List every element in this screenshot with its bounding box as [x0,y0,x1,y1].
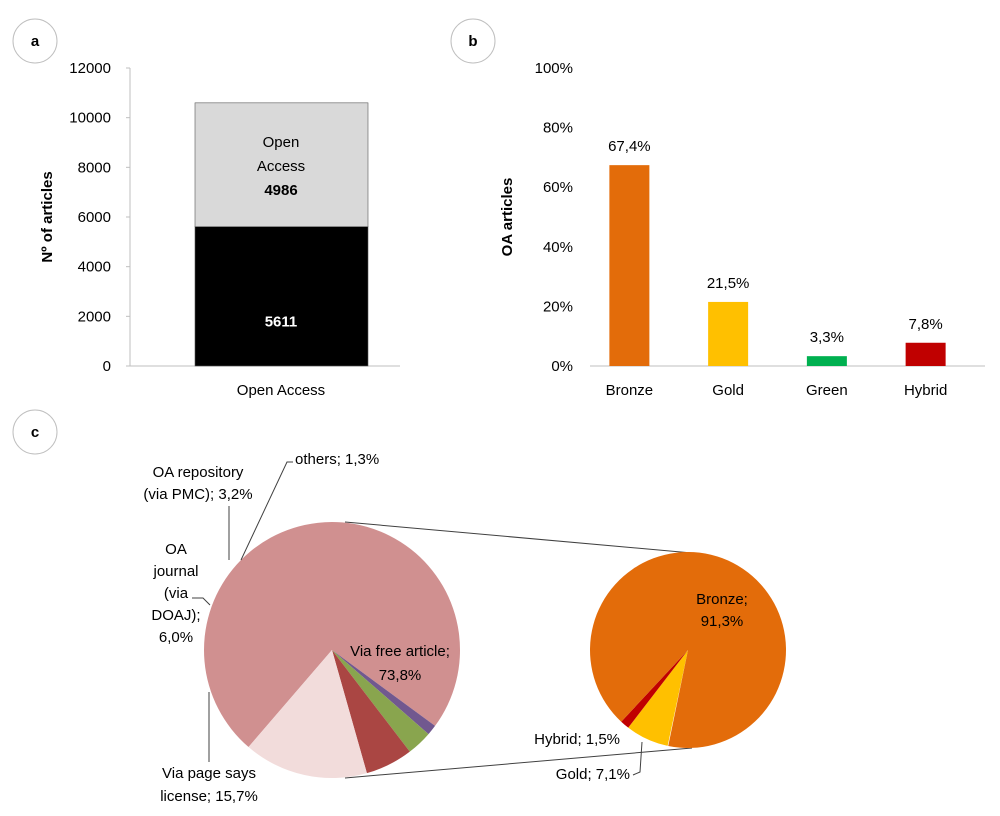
pie-slice-main [332,650,429,752]
bar-segment-label-a: Open [263,134,300,151]
pie-label-gold: Gold; 7,1% [556,766,630,783]
data-label-b: 67,4% [608,138,651,155]
bar-b [905,342,946,366]
data-label-b: 3,3% [810,329,844,346]
bar-segment-label-a: analysed [251,289,311,306]
pie-label-page-says: license; 15,7% [160,788,258,805]
pie-slice-secondary [621,650,688,728]
pie-label-repo: (via PMC); 3,2% [143,486,252,503]
panel-badge-c: c [12,409,58,455]
y-tick-label-a: 0 [103,358,111,375]
y-tick-label-a: 2000 [78,308,111,325]
y-tick-label-b: 40% [543,239,573,256]
pie-label-doaj: 6,0% [159,629,193,646]
y-tick-label-a: 4000 [78,259,111,276]
pie-slice-main [332,650,410,774]
bar-segment-label-a: Total [265,265,297,282]
y-tick-label-a: 6000 [78,209,111,226]
y-tick-label-b: 60% [543,179,573,196]
pie-label-doaj: journal [152,563,198,580]
pie-label-free-article: 73,8% [379,667,422,684]
leader-line-gold [632,741,643,776]
pie-label-free-article: Via free article; [350,643,450,660]
pie-label-bronze: Bronze; [696,591,748,608]
panel-label-b: b [468,33,477,50]
pie-slice-main [248,650,367,778]
connector-line-bottom [344,747,693,779]
bar-b [806,356,847,366]
y-tick-label-a: 12000 [69,60,111,77]
x-tick-label-b: Bronze [606,382,654,399]
bar-segment-a [194,226,369,367]
bar-segment-label-a: Access [257,158,305,175]
pie-slice-secondary [590,552,786,748]
y-tick-label-b: 100% [535,60,573,77]
bar-segment-a [194,102,369,227]
connector-line-top [344,521,693,554]
chart-b: OA articles 0% 20% 40% 60% 80% 100% 67,4% Bronz… [499,60,985,399]
panel-label-c: c [31,424,39,441]
y-tick-label-a: 8000 [78,159,111,176]
leader-line-others [240,461,293,561]
bar-b [708,301,749,366]
leader-line-doaj [192,597,211,606]
data-label-b: 7,8% [909,316,943,333]
y-axis-label-a: Nº of articles [39,171,56,262]
pie-label-doaj: (via [164,585,189,602]
y-tick-label-a: 10000 [69,110,111,127]
data-label-b: 21,5% [707,275,750,292]
y-tick-label-b: 0% [551,358,573,375]
pie-label-page-says: Via page says [162,765,256,782]
pie-label-doaj: OA [165,541,187,558]
x-tick-label-b: Hybrid [904,382,947,399]
pie-label-bronze: 91,3% [701,613,744,630]
bar-b [609,165,650,366]
pie-label-doaj: DOAJ); [151,607,200,624]
pie-label-repo: OA repository [153,464,244,481]
pie-slice-main [332,650,436,735]
bar-segment-value-a: 4986 [264,182,297,199]
pie-slice-main [204,521,460,748]
y-tick-label-b: 80% [543,120,573,137]
x-tick-label-a: Open Access [237,382,325,399]
chart-c: Via free article; 73,8% Via page says licen… [143,451,786,805]
y-tick-label-b: 20% [543,298,573,315]
pie-label-others: others; 1,3% [295,451,379,468]
pie-slice-secondary [628,650,688,746]
pie-label-hybrid: Hybrid; 1,5% [534,731,620,748]
bar-segment-value-a: 5611 [265,313,298,330]
panel-label-a: a [31,33,40,50]
chart-a: Nº of articles Open Access 0 2000 4000 6000… [39,60,400,399]
x-tick-label-b: Green [806,382,848,399]
x-tick-label-b: Gold [712,382,744,399]
panel-badge-a: a [12,18,58,64]
panel-badge-b: b [450,18,496,64]
y-axis-label-b: OA articles [499,178,516,257]
